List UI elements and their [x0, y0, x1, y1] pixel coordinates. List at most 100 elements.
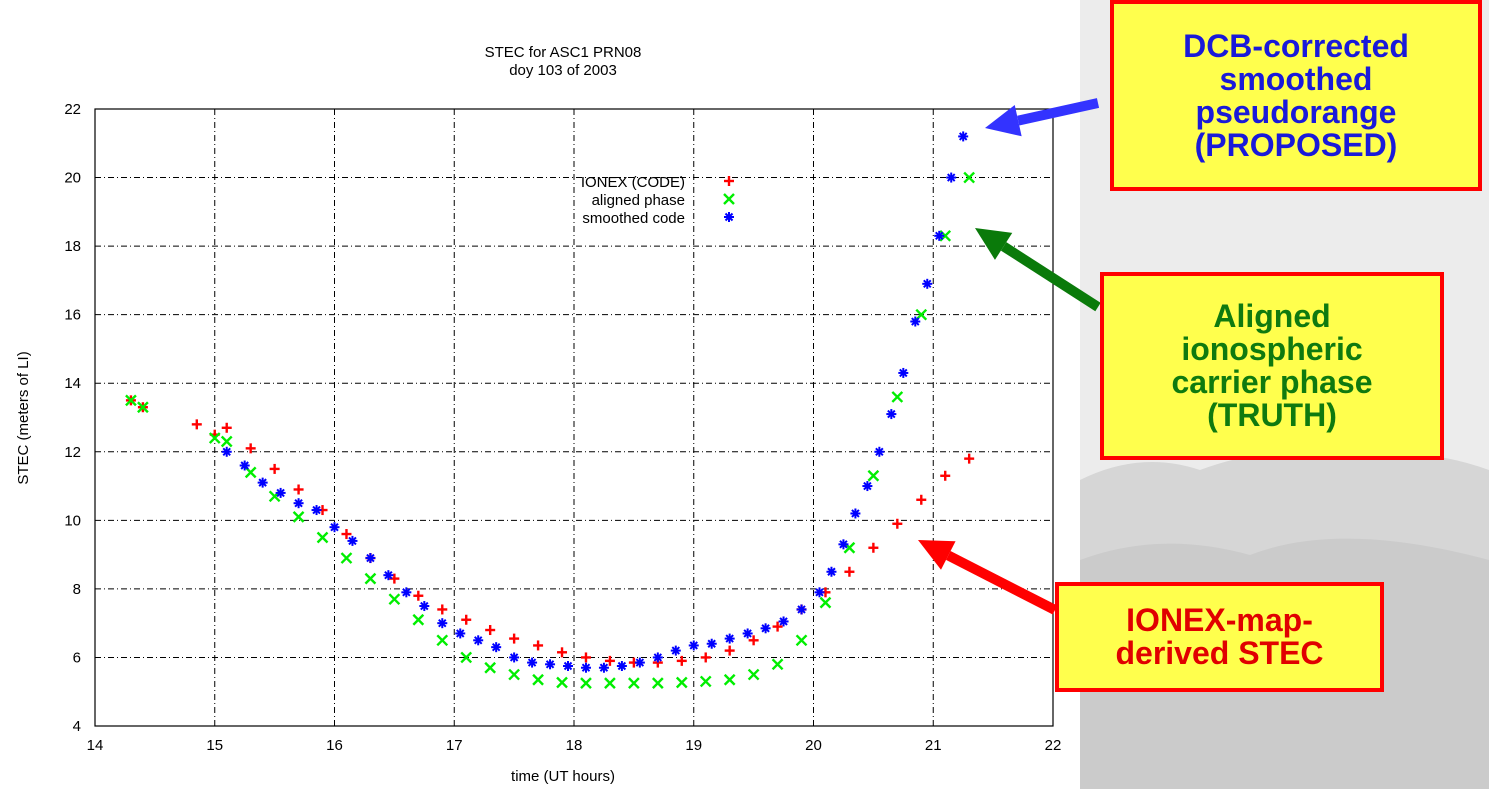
data-point: [706, 638, 717, 649]
data-point: [628, 677, 640, 690]
y-tick-label: 22: [64, 101, 81, 118]
x-tick-label: 18: [566, 737, 583, 754]
data-point: [563, 661, 574, 672]
data-point: [364, 572, 377, 585]
callout-aligned-line-4: (TRUTH): [1207, 397, 1337, 433]
x-tick-label: 16: [326, 737, 343, 754]
data-point: [413, 590, 424, 601]
data-point: [604, 677, 616, 690]
arrow-ionex: [918, 540, 1058, 615]
y-tick-label: 16: [64, 307, 81, 324]
data-point: [293, 498, 304, 509]
data-point: [699, 675, 712, 688]
data-point: [412, 613, 425, 626]
data-point: [316, 531, 329, 544]
data-point: [292, 511, 305, 523]
data-point: [484, 661, 497, 674]
data-point: [958, 131, 969, 142]
data-point: [401, 587, 412, 598]
data-point: [347, 535, 358, 546]
data-point: [760, 623, 771, 634]
data-point: [239, 460, 250, 471]
callout-dcb-line-4: (PROPOSED): [1194, 126, 1398, 163]
data-point: [723, 673, 736, 686]
callout-dcb-line-1: DCB-corrected: [1183, 27, 1409, 64]
data-point: [508, 668, 520, 681]
data-point: [819, 596, 832, 609]
data-point: [652, 652, 663, 663]
data-point: [383, 570, 394, 581]
annotation-arrows: [918, 98, 1100, 615]
data-point: [747, 668, 760, 681]
data-point: [598, 662, 609, 673]
x-tick-label: 17: [446, 737, 463, 754]
x-tick-label: 20: [805, 737, 822, 754]
legend-marker: [723, 193, 735, 205]
data-point: [964, 453, 975, 464]
callout-dcb-proposed: DCB-corrected smoothed pseudorange (PROP…: [1110, 0, 1482, 191]
data-point: [688, 640, 699, 651]
data-point: [269, 463, 280, 474]
data-point: [485, 625, 496, 636]
legend-marker: [724, 176, 734, 186]
data-point: [963, 171, 976, 184]
data-point: [221, 446, 232, 457]
data-point: [898, 367, 909, 378]
chart-title: STEC for ASC1 PRN08: [485, 44, 642, 61]
stec-chart: STEC for ASC1 PRN08 doy 103 of 2003 14 15…: [15, 44, 1100, 785]
series-ionex-code: [125, 395, 975, 668]
data-point: [910, 316, 921, 327]
x-tick-label: 14: [87, 737, 104, 754]
data-point: [455, 628, 466, 639]
data-point: [137, 401, 149, 414]
data-point: [580, 677, 592, 690]
legend-label-aligned: aligned phase: [592, 192, 685, 209]
data-point: [724, 645, 735, 656]
data-point: [191, 419, 202, 430]
data-point: [934, 230, 945, 241]
y-tick-label: 12: [64, 444, 81, 461]
grid-lines: [95, 109, 1053, 726]
data-point: [844, 566, 855, 577]
data-point: [491, 642, 502, 653]
y-tick-label: 14: [64, 375, 81, 392]
data-point: [634, 657, 645, 668]
data-point: [946, 172, 957, 183]
x-tick-label: 21: [925, 737, 942, 754]
data-point: [771, 658, 784, 671]
data-point: [221, 422, 232, 433]
data-point: [874, 446, 885, 457]
data-point: [814, 587, 825, 598]
plot-frame: [94, 108, 1054, 727]
data-point: [532, 673, 544, 686]
callout-aligned-line-2: ionospheric: [1181, 331, 1363, 367]
series-aligned-phase: [125, 171, 976, 690]
chart-subtitle: doy 103 of 2003: [509, 62, 617, 79]
y-tick-label: 20: [64, 170, 81, 187]
callout-ionex-line-2: derived STEC: [1115, 635, 1324, 671]
callout-aligned-truth: Aligned ionospheric carrier phase (TRUTH…: [1100, 272, 1444, 460]
data-point: [616, 661, 627, 672]
arrow-aligned: [975, 228, 1100, 312]
y-tick-label: 18: [64, 238, 81, 255]
data-point: [748, 635, 759, 646]
data-point: [675, 676, 688, 689]
data-point: [208, 432, 221, 444]
legend: IONEX (CODE) aligned phase smoothed code: [581, 174, 735, 227]
callout-ionex-line-1: IONEX-map-: [1126, 602, 1313, 638]
data-point: [257, 477, 268, 488]
data-point: [220, 435, 233, 448]
data-point: [604, 655, 615, 666]
callout-dcb-line-3: pseudorange: [1195, 93, 1397, 130]
data-point: [556, 676, 568, 689]
data-point: [700, 652, 711, 663]
callout-dcb-line-2: smoothed: [1219, 60, 1373, 97]
data-point: [419, 601, 430, 612]
data-point: [742, 628, 753, 639]
x-tick-label: 19: [685, 737, 702, 754]
data-point: [838, 539, 849, 550]
callout-aligned-line-1: Aligned: [1213, 298, 1331, 334]
data-point: [724, 633, 735, 644]
data-point: [916, 494, 927, 505]
data-point: [772, 621, 783, 632]
